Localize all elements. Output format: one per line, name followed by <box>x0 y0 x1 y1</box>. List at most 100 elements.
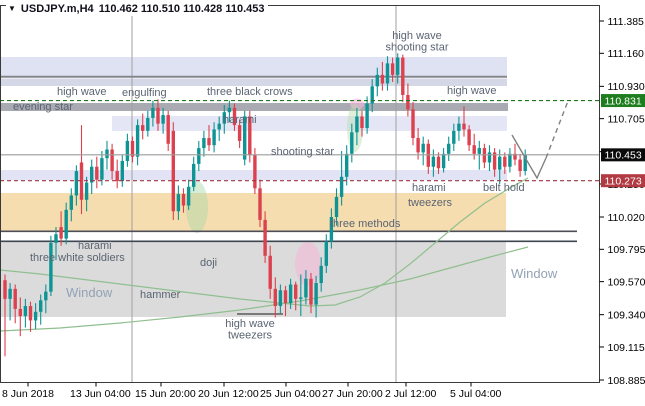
price-zone-band <box>0 78 507 86</box>
candle-body <box>360 116 364 128</box>
candle-body <box>166 115 170 144</box>
candle-body <box>365 103 369 128</box>
candle-body <box>28 306 33 321</box>
candle-body <box>176 194 181 212</box>
candle-body <box>207 138 211 146</box>
candle-body <box>13 288 17 309</box>
candle-body <box>171 130 175 212</box>
candle-body <box>268 255 272 289</box>
y-axis-label: 109.795 <box>608 244 645 256</box>
pattern-annotation: Window <box>66 285 113 300</box>
price-tag <box>601 94 645 108</box>
candle-body <box>416 138 420 153</box>
price-zone-band <box>0 193 506 232</box>
candle-body <box>105 149 109 159</box>
x-axis-label: 8 Jun 2018 <box>2 388 54 400</box>
pattern-annotation: evening star <box>13 101 73 113</box>
candle-body <box>304 278 308 298</box>
y-axis-label: 110.020 <box>608 212 645 224</box>
candle-body <box>23 306 28 317</box>
candle-body <box>33 311 38 321</box>
candle-body <box>248 116 252 156</box>
candle-body <box>110 149 114 172</box>
pattern-annotation: tweezers <box>408 197 453 209</box>
candle-body <box>181 194 186 206</box>
y-axis-label: 108.885 <box>608 375 645 387</box>
ohlc-quote-values: 110.462 110.510 110.428 110.453 <box>98 3 265 15</box>
pattern-annotation: three black crows <box>207 86 293 98</box>
pattern-annotation: shooting star <box>271 146 334 158</box>
candle-body <box>212 129 216 146</box>
candle-body <box>69 195 73 210</box>
candle-body <box>237 125 242 141</box>
y-axis-label: 111.160 <box>608 48 645 60</box>
candle-body <box>197 148 201 164</box>
candle-body <box>436 156 441 169</box>
candle-body <box>487 152 492 163</box>
candle-body <box>217 123 221 130</box>
pattern-highlight-ellipse <box>347 104 363 152</box>
candle-body <box>156 107 160 124</box>
price-zone-band <box>0 103 508 111</box>
candle-body <box>49 242 53 292</box>
candle-body <box>370 86 374 104</box>
candle-body <box>74 171 79 196</box>
candle-body <box>406 94 410 110</box>
candle-body <box>421 143 425 153</box>
candle-body <box>222 112 226 124</box>
pattern-annotation: Window <box>511 266 558 281</box>
candle-body <box>146 117 150 131</box>
pattern-annotation: three white soldiers <box>30 252 125 264</box>
forecast-zigzag-dashed <box>545 100 569 159</box>
ma-fast-line <box>0 177 529 307</box>
candle-body <box>278 290 283 307</box>
y-axis-label: 110.930 <box>608 81 645 93</box>
candle-body <box>350 132 354 154</box>
candle-body <box>100 158 104 180</box>
y-axis-label: 110.705 <box>608 113 645 125</box>
candle-body <box>441 153 446 169</box>
candle-body <box>457 123 461 131</box>
price-zone-band <box>112 116 507 131</box>
candle-body <box>39 300 43 312</box>
candle-body <box>513 153 517 160</box>
candle-body <box>243 116 247 160</box>
candle-body <box>334 196 339 218</box>
pattern-highlight-ellipse <box>295 242 321 286</box>
candle-body <box>411 109 415 139</box>
candle-body <box>59 227 63 239</box>
candle-body <box>380 74 385 84</box>
x-axis-label: 25 Jun 04:00 <box>260 388 321 400</box>
pattern-highlight-ellipse <box>186 181 208 233</box>
pattern-annotation: harami <box>78 240 112 252</box>
candle-body <box>258 188 262 220</box>
candle-body <box>452 130 456 144</box>
pattern-annotation: harami <box>412 182 446 194</box>
plot-border <box>0 5 600 383</box>
candle-body <box>8 288 12 299</box>
candle-body <box>385 63 390 84</box>
x-axis-label: 2 Jul 12:00 <box>385 388 437 400</box>
chart-title: ▼ USDJPY.m,H4 110.462 110.510 110.428 11… <box>6 2 269 16</box>
candle-body <box>431 156 436 167</box>
ma-slow-line <box>0 246 529 332</box>
pattern-highlight-ellipse <box>350 98 364 110</box>
candle-body <box>44 291 48 301</box>
candle-body <box>3 280 7 299</box>
candle-body <box>95 166 99 180</box>
candle-body <box>467 129 471 146</box>
candle-body <box>232 107 237 126</box>
candle-body <box>355 116 359 133</box>
candle-body <box>472 145 476 154</box>
candle-body <box>141 125 145 131</box>
y-axis-label: 111.385 <box>608 16 645 28</box>
candle-body <box>115 171 119 182</box>
pattern-annotation: doji <box>200 257 217 269</box>
y-axis-label: 109.340 <box>608 309 645 321</box>
candle-body <box>462 123 466 130</box>
candle-body <box>324 241 328 266</box>
candle-body <box>263 219 267 256</box>
candle-body <box>125 140 130 162</box>
